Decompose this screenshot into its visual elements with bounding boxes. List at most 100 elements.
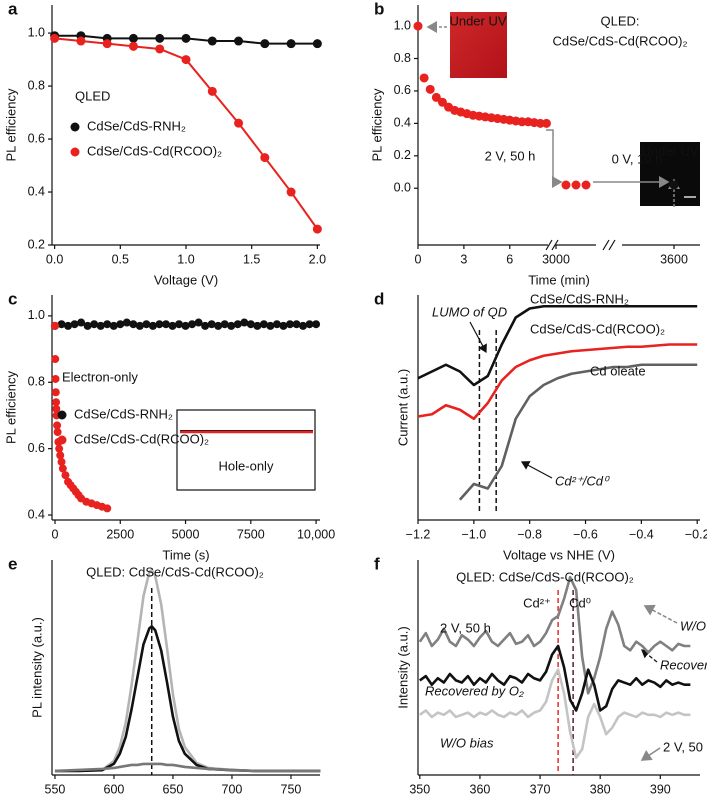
y-tick-label: 0.8: [28, 78, 45, 92]
x-axis-label: Voltage vs NHE (V): [503, 547, 615, 562]
panel-label: a: [8, 0, 18, 18]
data-point: [181, 55, 191, 65]
data-point: [201, 321, 210, 330]
series-line: [417, 343, 698, 421]
data-point: [109, 321, 118, 330]
panel-label: d: [374, 289, 384, 308]
data-point: [299, 321, 308, 330]
series-line: [54, 37, 319, 230]
data-point: [253, 321, 262, 330]
x-tick-label: 7500: [237, 527, 265, 541]
data-point: [53, 421, 62, 430]
data-point: [437, 97, 447, 107]
data-point: [56, 451, 65, 460]
data-point: [55, 444, 64, 453]
data-point: [129, 320, 138, 329]
x-tick-label: −0.4: [629, 527, 654, 541]
y-axis-label: Current (a.u.): [395, 369, 410, 446]
series-label: Recovered by O₂: [660, 657, 707, 672]
series-label: 2 V, 50 h: [440, 620, 491, 635]
annotation: Cd²⁺/Cd⁰: [555, 473, 610, 488]
x-tick-label: 1.0: [177, 252, 194, 266]
y-axis-label: PL efficiency: [3, 371, 18, 444]
data-point: [64, 321, 73, 330]
series-line: [419, 668, 691, 760]
data-point: [312, 320, 321, 329]
panel-label: e: [8, 554, 17, 573]
uv-image-black: [640, 142, 700, 206]
annotation: LUMO of QD: [432, 304, 507, 319]
data-point: [50, 33, 60, 43]
y-tick-label: 0.2: [28, 237, 45, 251]
data-point: [122, 318, 131, 327]
x-tick-label: −0.8: [517, 527, 542, 541]
data-point: [103, 504, 112, 513]
x-tick-label: −1.2: [406, 527, 431, 541]
x-axis-label: Time (min): [528, 272, 590, 287]
data-point: [234, 118, 244, 128]
series-label: CdSe/CdS-RNH₂: [530, 291, 629, 306]
data-point: [58, 464, 67, 473]
y-tick-label: 1.0: [28, 25, 45, 39]
y-tick-label: 1.0: [28, 308, 45, 322]
data-point: [175, 320, 184, 329]
y-tick-label: 0.4: [394, 116, 411, 130]
data-point: [305, 320, 314, 329]
x-tick-label: −0.6: [573, 527, 598, 541]
annotation: 2 V, 50 h: [485, 148, 536, 163]
data-point: [571, 180, 581, 190]
data-point: [155, 33, 165, 43]
data-point: [103, 320, 112, 329]
x-tick-label: 3: [460, 252, 467, 266]
data-point: [431, 92, 441, 102]
x-tick-label: 1.5: [243, 252, 260, 266]
data-point: [142, 320, 151, 329]
x-tick-label: 700: [222, 782, 243, 796]
annotation: Electron-only: [62, 369, 138, 384]
data-point: [52, 404, 61, 413]
data-point: [116, 320, 125, 329]
annotation: Under UV: [641, 143, 698, 158]
x-tick-label: 650: [163, 782, 184, 796]
x-tick-label: 0.0: [46, 252, 63, 266]
annotation: CdSe/CdS-Cd(RCOO)₂: [552, 33, 687, 48]
y-tick-label: 0.6: [28, 441, 45, 455]
data-point: [581, 180, 591, 190]
data-point: [561, 180, 571, 190]
series-line: [418, 575, 691, 695]
y-axis-label: Intensity (a.u.): [395, 626, 410, 708]
data-point: [246, 320, 255, 329]
data-point: [51, 388, 60, 397]
data-point: [155, 44, 165, 54]
y-axis-label: PL intensity (a.u.): [29, 617, 44, 718]
data-point: [312, 39, 322, 49]
legend-label: CdSe/CdS-RNH₂: [87, 118, 186, 133]
data-point: [286, 39, 296, 49]
data-point: [260, 153, 270, 163]
panel-label: f: [374, 554, 380, 573]
series-line: [54, 568, 321, 773]
data-point: [259, 320, 268, 329]
x-tick-label: 3000: [542, 252, 570, 266]
data-point: [234, 36, 244, 46]
y-tick-label: 0.6: [394, 83, 411, 97]
data-point: [181, 33, 191, 43]
legend-label: CdSe/CdS-Cd(RCOO)₂: [74, 431, 209, 446]
x-tick-label: 550: [45, 782, 66, 796]
annotation: QLED: [75, 88, 110, 103]
axis-break: [608, 239, 616, 251]
data-point: [57, 457, 66, 466]
legend-label: CdSe/CdS-RNH₂: [74, 406, 173, 421]
data-point: [233, 320, 242, 329]
x-tick-label: 2500: [106, 527, 134, 541]
y-tick-label: 0.4: [28, 507, 45, 521]
data-point: [413, 21, 423, 31]
series-line: [419, 644, 691, 712]
data-point: [128, 33, 138, 43]
data-point: [285, 320, 294, 329]
x-tick-label: 600: [104, 782, 125, 796]
data-point: [220, 320, 229, 329]
annotation: Under UV: [449, 13, 506, 28]
data-point: [207, 320, 216, 329]
